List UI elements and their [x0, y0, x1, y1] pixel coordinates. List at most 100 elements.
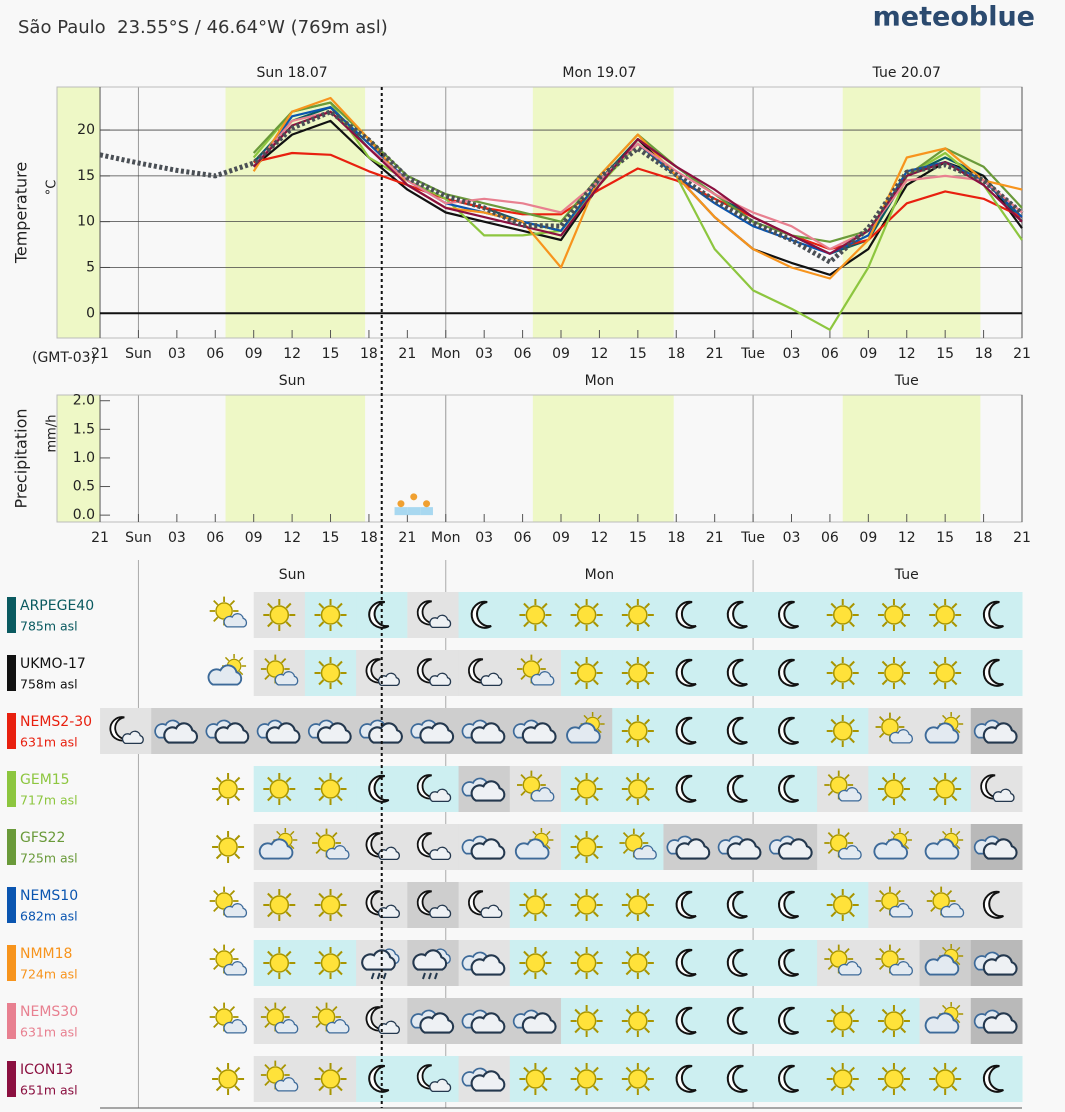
cell-background [765, 650, 818, 696]
icon-sun [825, 714, 860, 748]
icon-sun [262, 598, 297, 632]
x-tick-label: 18 [975, 346, 993, 362]
icon-sun [569, 656, 604, 690]
icon-sun [825, 598, 860, 632]
icon-sun [569, 830, 604, 864]
cell-background [765, 592, 818, 638]
day-label: Sun [279, 373, 306, 389]
model-elevation: 631m asl [20, 735, 78, 750]
x-tick-label: 09 [245, 530, 263, 546]
x-tick-label: 15 [936, 530, 954, 546]
model-name: NEMS10 [20, 888, 78, 904]
cell-background [714, 650, 767, 696]
icon-sun [825, 1004, 860, 1038]
cell-background [714, 1056, 767, 1102]
model-name: GFS22 [20, 830, 65, 846]
model-elevation: 717m asl [20, 793, 78, 808]
cell-background [458, 650, 511, 696]
cell-background [970, 592, 1023, 638]
x-tick-label: 03 [783, 346, 801, 362]
icon-sun [518, 1062, 553, 1096]
model-name: NEMS2-30 [20, 714, 92, 730]
day-label: Tue [894, 373, 919, 389]
logo: meteoblue [873, 2, 1035, 33]
icon-sun [876, 1004, 911, 1038]
cell-background [765, 766, 818, 812]
cell-background [663, 766, 716, 812]
icon-sun [825, 656, 860, 690]
x-tick-label: 12 [898, 530, 916, 546]
icon-sun [620, 1062, 655, 1096]
x-tick-label: 06 [206, 346, 224, 362]
cell-background [765, 882, 818, 928]
icon-sun [825, 1062, 860, 1096]
x-tick-label: Mon [431, 346, 461, 362]
icon-sun [262, 888, 297, 922]
model-name: ARPEGE40 [20, 598, 94, 614]
model-row: NEMS2-30 631m asl [7, 708, 1023, 754]
x-tick-label: 12 [591, 530, 609, 546]
x-tick-label: 12 [591, 346, 609, 362]
precip-bar [407, 507, 421, 516]
model-row: ICON13 651m asl [7, 1056, 1023, 1102]
cell-background [663, 998, 716, 1044]
icon-sun [518, 888, 553, 922]
model-elevation: 758m asl [20, 677, 78, 692]
y-tick-label: 2.0 [73, 393, 95, 409]
cell-background [407, 882, 460, 928]
model-color [7, 829, 16, 865]
x-tick-label: 03 [475, 530, 493, 546]
model-row: GFS22 725m asl [7, 824, 1023, 870]
icon-sun [313, 1062, 348, 1096]
icon-sun [313, 946, 348, 980]
icon-sun [876, 656, 911, 690]
x-tick-label: 18 [975, 530, 993, 546]
x-tick-label: 06 [206, 530, 224, 546]
precip-spread [397, 500, 405, 508]
model-color [7, 1003, 16, 1039]
model-row: GEM15 717m asl [7, 766, 1023, 812]
cell-background [714, 592, 767, 638]
daylight [532, 395, 674, 522]
icon-sun [876, 598, 911, 632]
day-label: Sun 18.07 [257, 65, 328, 81]
y-tick-label: 0 [86, 305, 95, 321]
icon-sun [211, 1062, 246, 1096]
x-tick-label: 15 [629, 530, 647, 546]
icon-sun [569, 772, 604, 806]
x-tick-label: 18 [360, 346, 378, 362]
cell-background [458, 882, 511, 928]
cell-background [100, 708, 152, 754]
model-color [7, 1061, 16, 1097]
y-tick-label: 0.5 [73, 479, 95, 495]
model-color [7, 655, 16, 691]
x-tick-label: 21 [91, 530, 109, 546]
y-tick-label: 10 [77, 214, 95, 230]
precip-bar [420, 507, 433, 516]
icon-sun [518, 946, 553, 980]
daylight [532, 87, 674, 338]
x-tick-label: 18 [667, 530, 685, 546]
icon-sun [928, 656, 963, 690]
model-name: UKMO-17 [20, 656, 86, 672]
day-label: Tue [894, 567, 919, 583]
model-row: UKMO-17 758m asl [7, 650, 1023, 696]
model-row: NEMS30 631m asl [7, 998, 1023, 1044]
cell-background [970, 650, 1023, 696]
icon-sun [928, 772, 963, 806]
x-tick-label: 21 [706, 530, 724, 546]
y-tick-label: 1.5 [73, 421, 95, 437]
model-elevation: 651m asl [20, 1083, 78, 1098]
icon-sun [569, 598, 604, 632]
model-row: NMM18 724m asl [7, 940, 1023, 986]
x-tick-label: Sun [125, 530, 152, 546]
cell-background [663, 1056, 716, 1102]
x-tick-label: Tue [740, 530, 765, 546]
x-tick-label: 06 [821, 346, 839, 362]
model-elevation: 682m asl [20, 909, 78, 924]
x-tick-label: 15 [936, 346, 954, 362]
timezone: (GMT-03) [32, 350, 96, 366]
model-elevation: 785m asl [20, 619, 78, 634]
model-row: ARPEGE40 785m asl [7, 592, 1023, 638]
model-color [7, 771, 16, 807]
